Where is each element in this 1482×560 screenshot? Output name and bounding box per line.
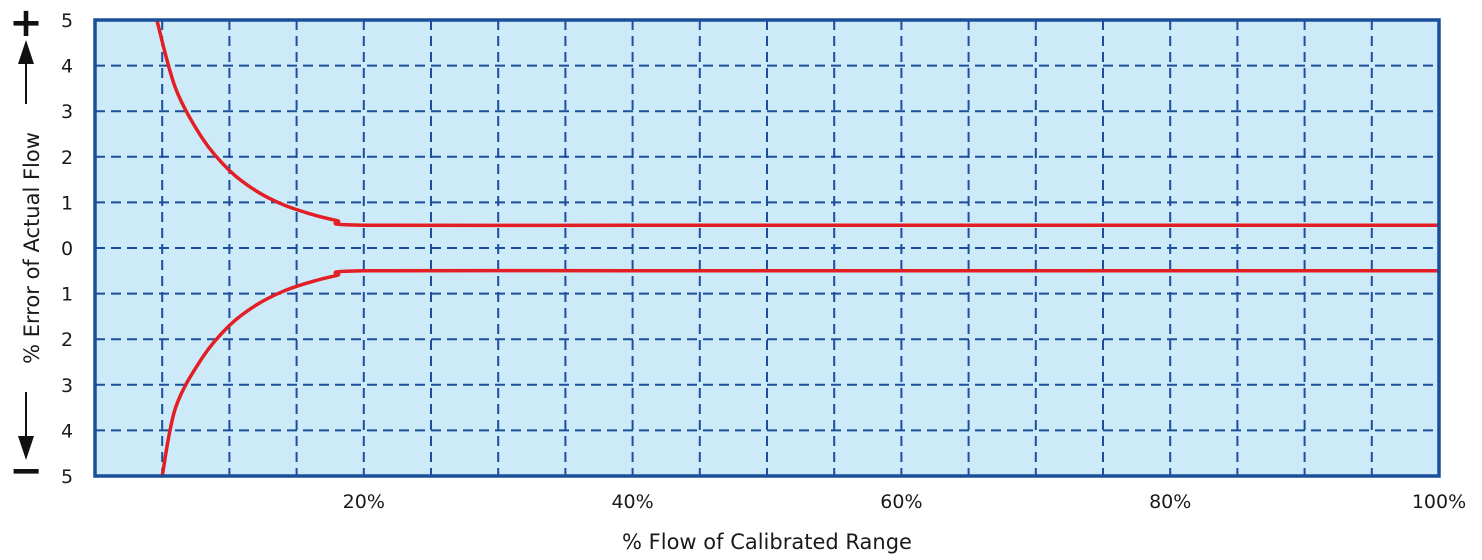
plus-sign-icon: +	[9, 0, 43, 46]
x-tick-labels: 20% 40% 60% 80% 100%	[343, 491, 1466, 513]
x-tick-label: 20%	[343, 491, 385, 513]
x-tick-label: 80%	[1149, 491, 1191, 513]
x-tick-label: 60%	[880, 491, 922, 513]
y-axis-title-group: % Error of Actual Flow + −	[9, 0, 44, 494]
y-tick-label: 1	[61, 284, 73, 306]
grid-lines	[95, 20, 1439, 476]
up-arrow-icon	[18, 40, 34, 64]
y-tick-label: 4	[61, 56, 73, 78]
y-tick-label: 0	[61, 238, 73, 260]
minus-sign-icon: −	[9, 448, 43, 494]
upper-error-curve	[155, 18, 1441, 228]
plot-border	[93, 18, 1441, 478]
error-curves	[155, 18, 1441, 478]
y-tick-label: 2	[61, 147, 73, 169]
lower-error-curve	[160, 268, 1441, 478]
y-tick-label: 5	[61, 10, 73, 32]
y-tick-labels: 5 4 3 2 1 0 1 2 3 4 5	[61, 10, 73, 488]
y-axis-title: % Error of Actual Flow	[20, 132, 44, 364]
y-tick-label: 4	[61, 420, 73, 442]
down-arrow-icon	[18, 436, 34, 460]
y-tick-label: 5	[61, 466, 73, 488]
y-tick-label: 2	[61, 329, 73, 351]
x-tick-label: 100%	[1412, 491, 1466, 513]
x-axis-title: % Flow of Calibrated Range	[622, 530, 912, 554]
x-tick-label: 40%	[611, 491, 653, 513]
y-tick-label: 3	[61, 101, 73, 123]
y-tick-label: 3	[61, 375, 73, 397]
y-tick-label: 1	[61, 192, 73, 214]
